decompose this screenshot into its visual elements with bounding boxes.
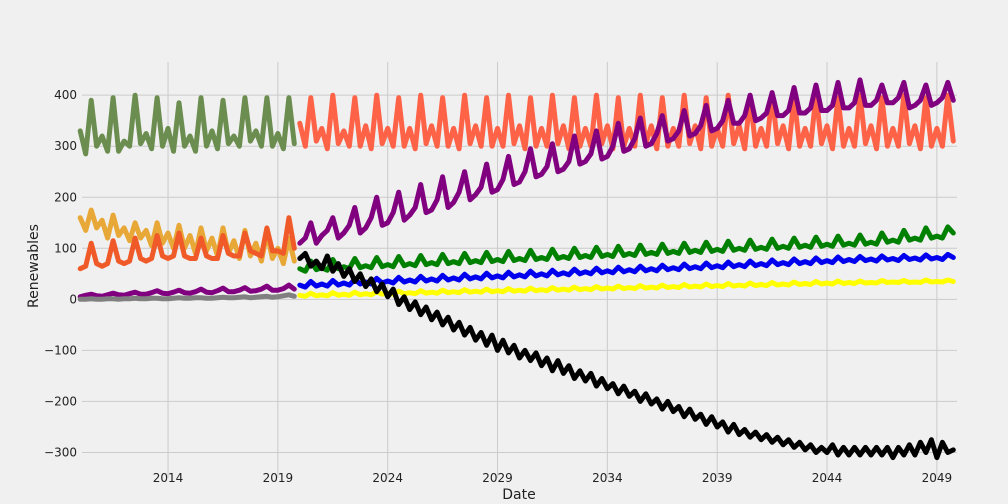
series-line xyxy=(297,77,956,246)
y-tick-label: −200 xyxy=(44,394,77,408)
series-line xyxy=(77,282,297,300)
x-tick-label: 2029 xyxy=(482,471,513,485)
y-tick-label: 400 xyxy=(54,88,77,102)
x-tick-label: 2039 xyxy=(702,471,733,485)
series-line xyxy=(77,215,297,272)
series-line xyxy=(77,92,297,157)
x-tick-label: 2049 xyxy=(922,471,953,485)
x-tick-label: 2044 xyxy=(812,471,843,485)
series-line xyxy=(297,251,956,290)
y-tick-label: −300 xyxy=(44,445,77,459)
x-tick-label: 2019 xyxy=(263,471,294,485)
x-tick-label: 2034 xyxy=(592,471,623,485)
tick-labels: −300 −200 −100 0 100 200 300 400 2014 2019 2024 202… xyxy=(44,88,952,485)
y-tick-label: 300 xyxy=(54,139,77,153)
x-tick-label: 2014 xyxy=(153,471,184,485)
y-tick-label: 200 xyxy=(54,190,77,204)
y-tick-label: 0 xyxy=(69,292,77,306)
y-axis-label: Renewables xyxy=(26,224,42,308)
y-tick-label: 100 xyxy=(54,241,77,255)
series-line xyxy=(297,250,956,461)
series-lines xyxy=(77,77,956,461)
x-tick-label: 2024 xyxy=(372,471,403,485)
x-axis-label: Date xyxy=(502,487,535,503)
y-tick-label: −100 xyxy=(44,343,77,357)
series-line xyxy=(297,277,956,299)
series-line xyxy=(297,92,956,152)
series-line xyxy=(297,224,956,274)
series-line xyxy=(77,292,297,302)
